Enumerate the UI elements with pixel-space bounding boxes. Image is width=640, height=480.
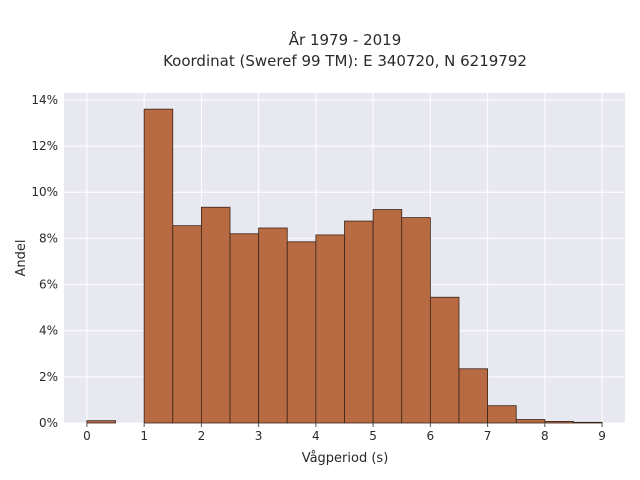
y-tick-label: 0% [39,416,58,430]
histogram-bar [401,217,431,424]
y-tick-label: 2% [39,370,58,384]
histogram-bar [515,419,546,424]
x-tick-label: 9 [598,429,606,443]
histogram-bar [544,420,574,424]
y-axis-ticks: 0% 2% 4% 6% 8% 10% 12% 14% [31,93,58,430]
histogram-bar [143,108,174,424]
x-tick-label: 3 [255,429,263,443]
y-axis-label: Andel [14,240,29,277]
x-tick-label: 8 [541,429,549,443]
y-tick-label: 4% [39,324,58,338]
histogram-bars [86,108,603,424]
chart-title-line2: Koordinat (Sweref 99 TM): E 340720, N 62… [163,52,527,70]
histogram-bar [86,420,116,424]
histogram-bar [315,234,345,424]
x-tick-label: 2 [198,429,206,443]
x-tick-label: 6 [427,429,435,443]
histogram-bar [172,225,202,424]
histogram-bar [286,241,317,424]
y-tick-label: 14% [31,93,58,107]
x-axis-label: Vågperiod (s) [302,451,389,466]
histogram-bar [229,233,260,424]
x-tick-label: 4 [312,429,320,443]
chart-title-line1: År 1979 - 2019 [289,30,402,49]
histogram-bar [258,227,288,424]
x-tick-label: 0 [83,429,91,443]
histogram-bar [487,405,517,424]
x-tick-label: 5 [369,429,377,443]
histogram-bar [573,421,603,424]
x-tick-label: 1 [140,429,148,443]
histogram-bar [429,296,460,424]
histogram-bar [372,209,403,424]
x-axis-ticks: 0 1 2 3 4 5 6 7 8 9 [83,423,606,443]
y-tick-label: 6% [39,278,58,292]
histogram-bar [458,368,489,424]
y-tick-label: 10% [31,185,58,199]
histogram-bar [344,220,374,424]
histogram-bar [200,206,231,424]
x-tick-label: 7 [484,429,492,443]
y-tick-label: 8% [39,231,58,245]
y-tick-label: 12% [31,139,58,153]
